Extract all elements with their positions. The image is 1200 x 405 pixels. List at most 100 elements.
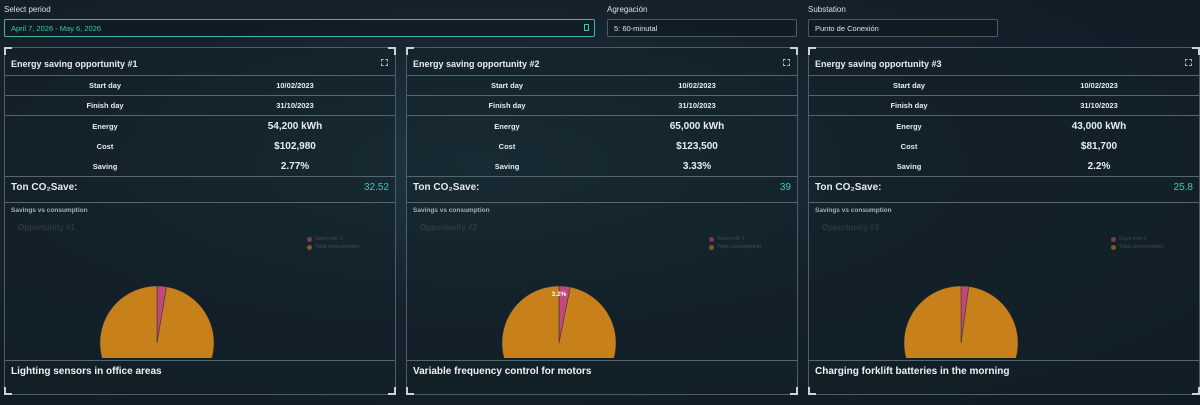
start-value: 10/02/2023 xyxy=(678,81,716,90)
co2-value: 39 xyxy=(779,182,791,193)
corner-decoration xyxy=(388,47,396,55)
pie-chart: 97.3% xyxy=(99,285,215,358)
energy-row: Energy 65,000 kWh xyxy=(407,116,797,136)
period-label: Select period xyxy=(4,5,51,14)
finish-key: Finish day xyxy=(890,101,928,110)
saving-row: Saving 2.2% xyxy=(809,156,1199,176)
corner-decoration xyxy=(790,47,798,55)
start-value: 10/02/2023 xyxy=(276,81,314,90)
legend-swatch xyxy=(709,244,714,250)
saving-value: 3.33% xyxy=(682,160,712,172)
legend-item-consumption[interactable]: Total consumption xyxy=(307,243,359,251)
legend-item-saving[interactable]: Save info 1 xyxy=(307,235,359,243)
legend-swatch xyxy=(307,244,312,250)
pie-chart: 3.2%96.8% xyxy=(501,285,617,358)
details-table: Start day 10/02/2023 Finish day 31/10/2023… xyxy=(407,75,797,176)
energy-value: 65,000 kWh xyxy=(669,120,725,132)
expand-icon[interactable] xyxy=(381,59,388,66)
cost-key: Cost xyxy=(498,141,516,151)
corner-decoration xyxy=(1192,387,1200,395)
energy-key: Energy xyxy=(92,121,118,131)
legend-label: Total consumption xyxy=(717,244,762,250)
expand-icon[interactable] xyxy=(783,59,790,66)
co2-value: 32.52 xyxy=(363,182,389,193)
legend-item-saving[interactable]: Save info 1 xyxy=(709,235,761,243)
period-value: April 7, 2026 - May 6, 2026 xyxy=(11,24,102,33)
corner-decoration xyxy=(406,387,414,395)
corner-decoration xyxy=(388,387,396,395)
aggregation-select[interactable]: 5: 60-minutal xyxy=(607,19,797,37)
opportunity-description: Variable frequency control for motors xyxy=(413,366,592,377)
details-table: Start day 10/02/2023 Finish day 31/10/2023… xyxy=(5,75,395,176)
card-title: Energy saving opportunity #1 xyxy=(11,59,138,69)
divider xyxy=(809,360,1199,361)
finish-key: Finish day xyxy=(488,101,526,110)
opportunity-card: Energy saving opportunity #2 Start day 10… xyxy=(406,47,798,395)
saving-row: Saving 3.33% xyxy=(407,156,797,176)
corner-decoration xyxy=(808,47,816,55)
saving-value: 2.2% xyxy=(1087,160,1111,172)
cost-key: Cost xyxy=(96,141,114,151)
energy-key: Energy xyxy=(494,121,520,131)
chart-title: Savings vs consumption xyxy=(815,207,892,214)
substation-value: Punto de Conexión xyxy=(815,24,879,33)
pie-slice-consumption[interactable] xyxy=(99,285,215,358)
start-value: 10/02/2023 xyxy=(1080,81,1118,90)
co2-label: Ton CO₂Save: xyxy=(413,182,480,193)
cost-value: $81,700 xyxy=(1080,140,1118,152)
energy-row: Energy 54,200 kWh xyxy=(5,116,395,136)
start-key: Start day xyxy=(88,81,122,90)
finish-row: Finish day 31/10/2023 xyxy=(407,96,797,116)
divider xyxy=(809,202,1199,203)
legend-item-consumption[interactable]: Total consumption xyxy=(709,243,761,251)
aggregation-value: 5: 60-minutal xyxy=(614,24,658,33)
pie-chart: 97.8% xyxy=(903,285,1019,358)
chart-watermark-title: Opportunity #1 xyxy=(18,223,75,232)
finish-value: 31/10/2023 xyxy=(1080,101,1118,110)
divider xyxy=(809,176,1199,177)
saving-row: Saving 2.77% xyxy=(5,156,395,176)
energy-value: 54,200 kWh xyxy=(267,120,323,132)
legend-swatch xyxy=(1111,236,1116,242)
cost-row: Cost $123,500 xyxy=(407,136,797,156)
legend-swatch xyxy=(709,236,714,242)
cost-row: Cost $102,980 xyxy=(5,136,395,156)
pie-slice-consumption[interactable] xyxy=(501,285,617,358)
legend-swatch xyxy=(307,236,312,242)
chart-legend: Save info 1 Total consumption xyxy=(307,235,359,251)
corner-decoration xyxy=(4,47,12,55)
pie-slice-consumption[interactable] xyxy=(903,285,1019,358)
legend-label: Save info 1 xyxy=(717,236,745,242)
legend-item-saving[interactable]: Save info 1 xyxy=(1111,235,1163,243)
card-title: Energy saving opportunity #3 xyxy=(815,59,942,69)
expand-icon[interactable] xyxy=(1185,59,1192,66)
corner-decoration xyxy=(1192,47,1200,55)
divider xyxy=(407,360,797,361)
substation-select[interactable]: Punto de Conexión xyxy=(808,19,998,37)
legend-label: Total consumption xyxy=(1119,244,1164,250)
chart-legend: Save info 1 Total consumption xyxy=(709,235,761,251)
period-picker[interactable]: April 7, 2026 - May 6, 2026 xyxy=(4,19,595,37)
divider xyxy=(5,360,395,361)
corner-decoration xyxy=(790,387,798,395)
legend-item-consumption[interactable]: Total consumption xyxy=(1111,243,1163,251)
energy-value: 43,000 kWh xyxy=(1071,120,1127,132)
start-row: Start day 10/02/2023 xyxy=(809,76,1199,96)
legend-label: Save info 1 xyxy=(1119,236,1147,242)
calendar-icon[interactable] xyxy=(584,24,589,31)
chart-title: Savings vs consumption xyxy=(413,207,490,214)
start-row: Start day 10/02/2023 xyxy=(5,76,395,96)
chart-legend: Save info 1 Total consumption xyxy=(1111,235,1163,251)
divider xyxy=(407,202,797,203)
finish-value: 31/10/2023 xyxy=(276,101,314,110)
substation-label: Substation xyxy=(808,5,846,14)
chart-watermark-title: Opportunity #3 xyxy=(822,223,879,232)
cost-row: Cost $81,700 xyxy=(809,136,1199,156)
cost-value: $123,500 xyxy=(676,140,718,152)
co2-label: Ton CO₂Save: xyxy=(815,182,882,193)
opportunity-card: Energy saving opportunity #1 Start day 10… xyxy=(4,47,396,395)
divider xyxy=(407,176,797,177)
finish-row: Finish day 31/10/2023 xyxy=(5,96,395,116)
saving-key: Saving xyxy=(92,161,118,171)
opportunity-description: Lighting sensors in office areas xyxy=(11,366,162,377)
